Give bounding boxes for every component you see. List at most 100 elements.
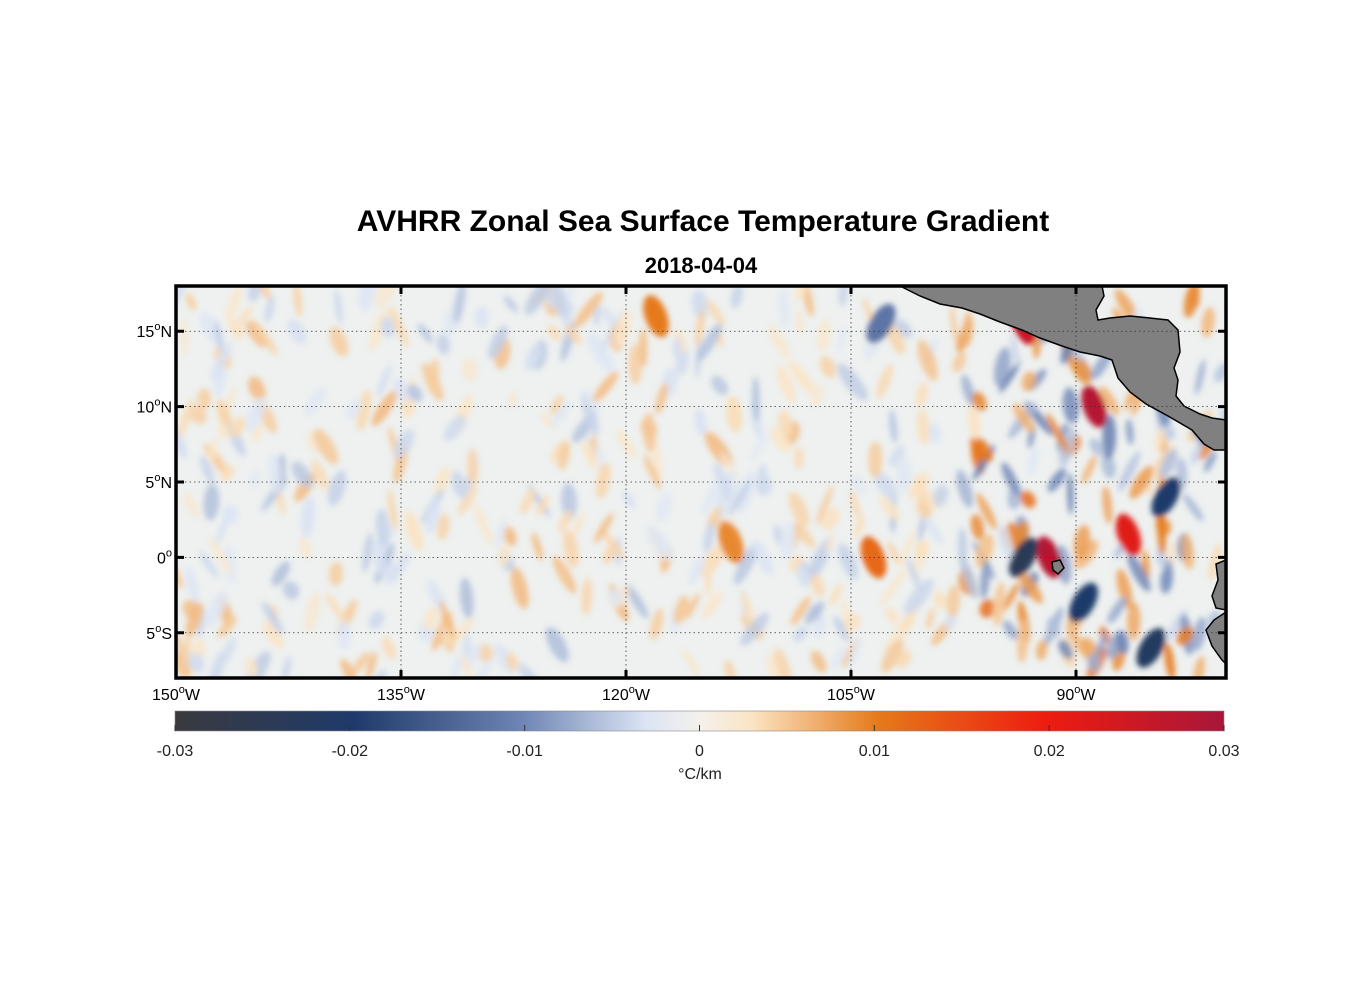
texture-streak (1045, 413, 1070, 453)
texture-streak (1021, 371, 1037, 392)
texture-streak (176, 286, 190, 309)
texture-streak (506, 652, 519, 671)
texture-streak (825, 532, 835, 554)
texture-streak (1195, 359, 1206, 395)
texture-streak (475, 306, 489, 329)
texture-streak (488, 325, 508, 360)
texture-streak (574, 291, 603, 328)
texture-streak (176, 422, 187, 459)
texture-streak (1107, 596, 1127, 624)
texture-streak (182, 636, 191, 662)
x-tick-label: 105oW (827, 684, 876, 704)
texture-streak (1067, 473, 1074, 515)
texture-streak (1126, 601, 1141, 641)
texture-streak (340, 658, 358, 678)
texture-streak (1159, 567, 1173, 594)
texture-streak (932, 485, 949, 507)
texture-streak (833, 616, 851, 642)
texture-streak (524, 286, 553, 315)
texture-streak (385, 553, 411, 586)
texture-streak (895, 318, 912, 338)
texture-streak (643, 454, 662, 490)
texture-streak (838, 286, 849, 307)
texture-streak (245, 320, 268, 348)
texture-streak (375, 286, 399, 309)
texture-streak (968, 404, 981, 441)
texture-streak (1115, 630, 1129, 655)
texture-streak (453, 286, 466, 324)
texture-streak (908, 472, 930, 500)
texture-streak (1193, 656, 1206, 678)
chart-subtitle: 2018-04-04 (644, 253, 758, 278)
texture-streak (358, 286, 376, 312)
texture-streak (718, 481, 740, 520)
texture-streak (376, 365, 392, 397)
texture-streak (224, 545, 237, 584)
colorbar-tick-label: -0.01 (506, 743, 543, 760)
texture-streak (768, 325, 791, 359)
texture-streak (904, 579, 934, 615)
texture-streak (519, 488, 536, 515)
anomaly-feature (1136, 628, 1166, 668)
texture-streak (365, 651, 377, 678)
texture-streak (247, 376, 266, 401)
texture-streak (1114, 289, 1139, 325)
texture-streak (197, 388, 212, 410)
texture-streak (915, 500, 932, 519)
texture-streak (304, 387, 327, 416)
texture-streak (696, 323, 723, 362)
texture-streak (962, 311, 973, 347)
texture-streak (788, 360, 817, 395)
texture-streak (956, 469, 973, 509)
texture-streak (552, 555, 577, 594)
texture-streak (790, 596, 811, 626)
texture-streak (778, 286, 789, 329)
texture-streak (220, 465, 235, 482)
texture-streak (933, 590, 947, 610)
texture-streak (917, 339, 938, 381)
texture-streak (503, 295, 519, 313)
texture-streak (1125, 418, 1134, 446)
texture-streak (979, 599, 996, 618)
texture-streak (393, 429, 415, 459)
texture-streak (788, 491, 810, 527)
texture-streak (881, 638, 904, 673)
texture-streak (694, 408, 707, 437)
texture-streak (815, 484, 834, 526)
texture-streak (922, 514, 944, 546)
texture-streak (906, 557, 921, 590)
texture-streak (711, 375, 729, 396)
texture-streak (205, 590, 228, 627)
anomaly-feature (643, 295, 669, 338)
texture-streak (600, 529, 626, 559)
texture-streak (371, 390, 398, 427)
texture-streak (794, 286, 806, 302)
texture-streak (724, 659, 737, 678)
texture-streak (1046, 617, 1060, 638)
texture-streak (293, 286, 302, 318)
texture-streak (380, 316, 395, 338)
texture-streak (1074, 539, 1099, 569)
texture-streak (181, 317, 188, 357)
texture-streak (1002, 582, 1020, 611)
texture-streak (287, 319, 307, 345)
texture-streak (949, 305, 958, 344)
texture-streak (1062, 387, 1079, 424)
texture-streak (547, 324, 561, 341)
texture-streak (382, 636, 397, 660)
texture-streak (625, 584, 649, 619)
texture-streak (524, 343, 543, 371)
texture-streak (927, 423, 942, 443)
texture-streak (810, 620, 826, 639)
texture-streak (461, 357, 478, 382)
texture-streak (831, 647, 847, 670)
texture-streak (672, 337, 682, 356)
texture-streak (608, 588, 625, 607)
texture-streak (216, 399, 232, 427)
texture-streak (267, 453, 282, 494)
texture-streak (1020, 490, 1036, 508)
texture-streak (774, 647, 793, 678)
texture-streak (896, 650, 912, 669)
texture-streak (587, 332, 615, 373)
texture-streak (473, 503, 493, 547)
